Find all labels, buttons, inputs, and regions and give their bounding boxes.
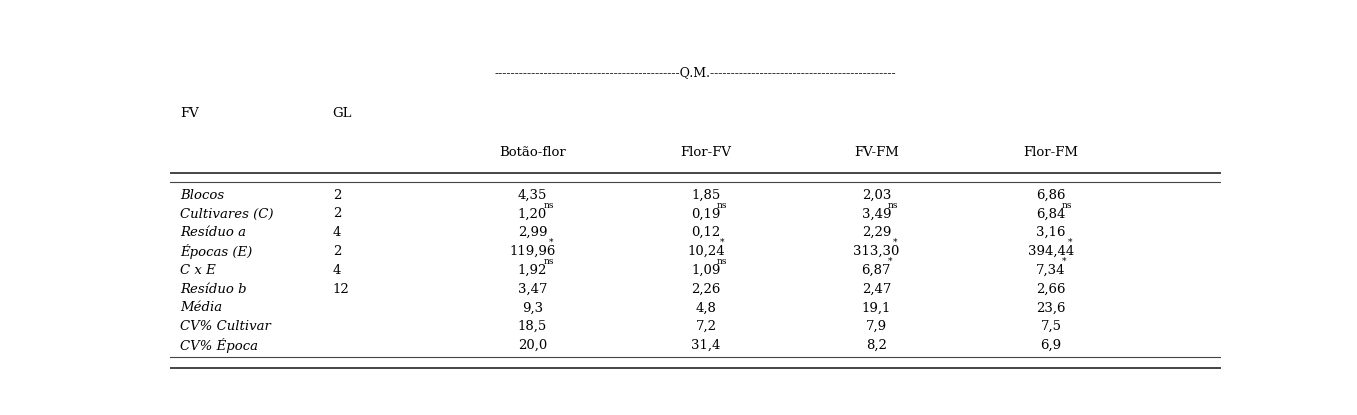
Text: ns: ns — [544, 200, 554, 210]
Text: ns: ns — [716, 200, 727, 210]
Text: ns: ns — [887, 200, 898, 210]
Text: CV% Época: CV% Época — [180, 338, 258, 353]
Text: ns: ns — [544, 257, 554, 266]
Text: 2,99: 2,99 — [518, 226, 547, 239]
Text: *: * — [893, 238, 897, 247]
Text: 8,2: 8,2 — [866, 339, 886, 352]
Text: FV-FM: FV-FM — [854, 146, 898, 159]
Text: 2,66: 2,66 — [1037, 283, 1065, 295]
Text: Blocos: Blocos — [180, 189, 224, 202]
Text: *: * — [550, 238, 554, 247]
Text: ---------------------------------------------Q.M.-------------------------------: ----------------------------------------… — [495, 66, 896, 79]
Text: 1,20: 1,20 — [518, 208, 547, 220]
Text: 6,9: 6,9 — [1041, 339, 1061, 352]
Text: Cultivares (C): Cultivares (C) — [180, 208, 274, 220]
Text: *: * — [719, 238, 725, 247]
Text: 1,85: 1,85 — [691, 189, 721, 202]
Text: 394,44: 394,44 — [1027, 245, 1073, 258]
Text: 20,0: 20,0 — [518, 339, 547, 352]
Text: 119,96: 119,96 — [509, 245, 555, 258]
Text: FV: FV — [180, 107, 199, 120]
Text: 7,9: 7,9 — [866, 320, 887, 333]
Text: *: * — [1063, 257, 1067, 266]
Text: 2,29: 2,29 — [862, 226, 892, 239]
Text: GL: GL — [332, 107, 351, 120]
Text: 313,30: 313,30 — [854, 245, 900, 258]
Text: 2: 2 — [332, 245, 341, 258]
Text: 10,24: 10,24 — [687, 245, 725, 258]
Text: 7,34: 7,34 — [1037, 264, 1065, 277]
Text: *: * — [887, 257, 892, 266]
Text: 4: 4 — [332, 226, 341, 239]
Text: 2,26: 2,26 — [691, 283, 721, 295]
Text: 4,35: 4,35 — [518, 189, 547, 202]
Text: 3,16: 3,16 — [1037, 226, 1065, 239]
Text: 4,8: 4,8 — [696, 301, 716, 314]
Text: 7,5: 7,5 — [1041, 320, 1061, 333]
Text: 2,03: 2,03 — [862, 189, 892, 202]
Text: 6,86: 6,86 — [1037, 189, 1065, 202]
Text: Épocas (E): Épocas (E) — [180, 244, 252, 259]
Text: 18,5: 18,5 — [518, 320, 547, 333]
Text: Resíduo a: Resíduo a — [180, 226, 246, 239]
Text: 0,19: 0,19 — [691, 208, 721, 220]
Text: 23,6: 23,6 — [1037, 301, 1065, 314]
Text: Flor-FV: Flor-FV — [680, 146, 731, 159]
Text: ns: ns — [1063, 200, 1072, 210]
Text: 9,3: 9,3 — [522, 301, 543, 314]
Text: Resíduo b: Resíduo b — [180, 283, 247, 295]
Text: 0,12: 0,12 — [691, 226, 721, 239]
Text: 7,2: 7,2 — [696, 320, 716, 333]
Text: 1,09: 1,09 — [691, 264, 721, 277]
Text: 12: 12 — [332, 283, 349, 295]
Text: 6,84: 6,84 — [1037, 208, 1065, 220]
Text: C x E: C x E — [180, 264, 216, 277]
Text: Flor-FM: Flor-FM — [1023, 146, 1079, 159]
Text: 19,1: 19,1 — [862, 301, 892, 314]
Text: ns: ns — [716, 257, 727, 266]
Text: *: * — [1068, 238, 1072, 247]
Text: 2,47: 2,47 — [862, 283, 892, 295]
Text: 6,87: 6,87 — [862, 264, 892, 277]
Text: 31,4: 31,4 — [691, 339, 721, 352]
Text: 2: 2 — [332, 189, 341, 202]
Text: 3,49: 3,49 — [862, 208, 892, 220]
Text: Botão-flor: Botão-flor — [499, 146, 566, 159]
Text: 1,92: 1,92 — [518, 264, 547, 277]
Text: 3,47: 3,47 — [518, 283, 547, 295]
Text: 4: 4 — [332, 264, 341, 277]
Text: Média: Média — [180, 301, 223, 314]
Text: CV% Cultivar: CV% Cultivar — [180, 320, 271, 333]
Text: 2: 2 — [332, 208, 341, 220]
